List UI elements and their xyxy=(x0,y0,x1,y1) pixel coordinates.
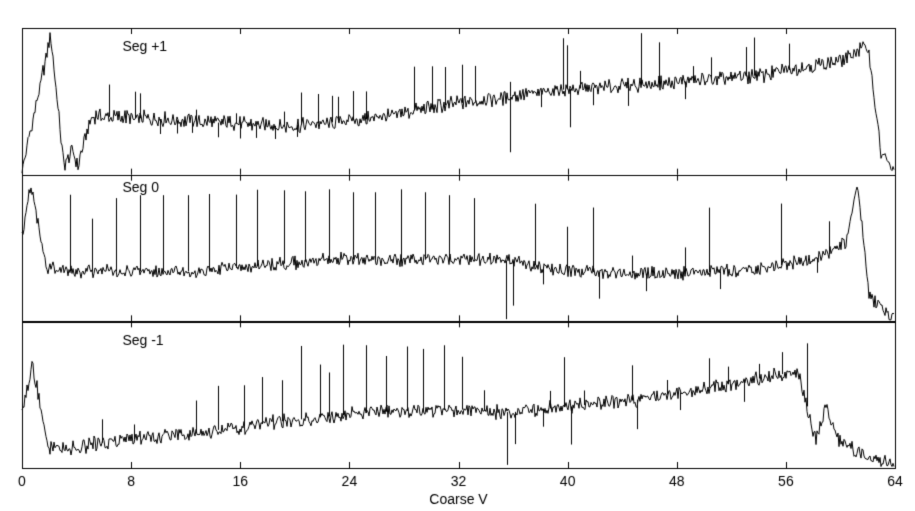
multi-panel-chart xyxy=(0,0,915,511)
chart-canvas xyxy=(0,0,915,511)
